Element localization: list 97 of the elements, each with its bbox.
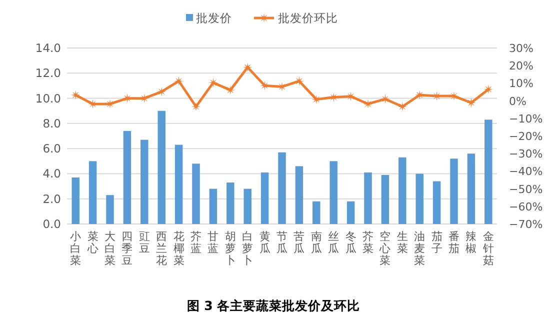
x-tick-label: 大白菜 (104, 230, 116, 267)
point (277, 82, 287, 92)
point (466, 98, 476, 108)
bar (450, 158, 458, 224)
point (88, 99, 98, 109)
bar (330, 161, 338, 224)
point (140, 94, 150, 104)
bar (467, 154, 476, 224)
x-tick-label: 花椰菜 (173, 230, 184, 267)
point (70, 90, 80, 100)
bar (381, 174, 390, 224)
point (191, 102, 201, 112)
bar (226, 182, 234, 224)
bar (484, 120, 492, 224)
point (312, 94, 322, 104)
x-tick-label: 菜心 (86, 230, 98, 255)
x-tick-label: 甘蓝 (208, 230, 219, 255)
x-tick-label: 豇豆 (138, 230, 150, 255)
x-tick-label: 冬瓜 (345, 230, 356, 255)
x-tick-label: 小白菜 (70, 230, 82, 267)
x-tick-label: 丝瓜 (328, 230, 340, 255)
y-tick-label: 8.0 (42, 116, 61, 130)
y-tick-label: 10.0 (35, 91, 61, 106)
x-tick-label: 茄子 (431, 230, 442, 255)
point (174, 76, 184, 86)
bar (88, 161, 97, 224)
y2-tick-label: 30% (509, 42, 534, 55)
bar (398, 157, 406, 224)
bar (364, 172, 372, 224)
x-tick-label: 空心菜 (378, 230, 391, 267)
y2-tick-label: −40% (509, 165, 543, 178)
text: 图 3 各主要蔬菜批发价及环比 (186, 298, 360, 313)
bar (123, 130, 132, 224)
x-tick-label: 苦瓜 (294, 230, 305, 255)
point (328, 92, 338, 102)
x-tick-label: 胡萝卜 (224, 230, 236, 267)
y2-tick-label: −10% (509, 112, 543, 126)
bar (416, 174, 424, 224)
bar (432, 181, 441, 224)
x-tick-label: 白萝卜 (242, 230, 254, 267)
bar (244, 188, 252, 224)
bar (106, 195, 114, 224)
bar (346, 201, 355, 224)
bar (278, 152, 286, 224)
legend-label: 批发价 (196, 11, 232, 25)
point (242, 62, 252, 72)
point (208, 78, 218, 88)
legend-label: 批发价环比 (278, 11, 338, 25)
point (346, 92, 356, 102)
x-tick-label: 芥蓝 (190, 230, 202, 255)
y2-tick-label: −70% (509, 218, 543, 231)
bar (174, 144, 183, 224)
point (105, 99, 115, 109)
y-tick-label: 14.0 (35, 41, 61, 55)
y-tick-label: 4.0 (42, 166, 61, 181)
bar (192, 164, 200, 224)
bar (295, 166, 304, 224)
y2-tick-label: 0% (509, 94, 526, 108)
point (414, 90, 424, 100)
y2-tick-label: −20% (509, 130, 543, 143)
x-tick-label: 番茄 (448, 230, 460, 255)
y-tick-label: 12.0 (35, 66, 61, 80)
x-tick-label: 南瓜 (310, 230, 322, 255)
bar (140, 140, 148, 224)
y2-tick-label: 20% (509, 60, 534, 73)
point (380, 94, 390, 104)
x-tick-label: 辣椒 (466, 230, 477, 255)
y-tick-label: 6.0 (42, 142, 61, 156)
point (432, 91, 442, 101)
bar (260, 172, 269, 224)
y2-tick-label: 10% (509, 77, 534, 90)
point (484, 84, 494, 94)
point (226, 85, 236, 95)
y2-tick-label: −30% (509, 148, 543, 161)
point (260, 80, 270, 90)
bar (312, 201, 320, 224)
y2-tick-label: −50% (509, 182, 543, 196)
point (363, 99, 373, 109)
y-tick-label: 0.0 (42, 217, 61, 231)
point (156, 86, 166, 96)
y-tick-label: 2.0 (42, 192, 61, 206)
point (122, 94, 132, 104)
y2-tick-label: −60% (509, 200, 543, 214)
bar (209, 188, 218, 224)
x-tick-label: 西兰花 (156, 230, 168, 267)
x-tick-label: 生菜 (396, 230, 408, 255)
bar (158, 110, 166, 224)
point (398, 102, 408, 112)
bar (72, 177, 80, 224)
x-tick-label: 四季豆 (122, 230, 133, 267)
point (294, 76, 304, 86)
x-tick-label: 芥菜 (362, 230, 374, 255)
point (449, 91, 459, 101)
x-tick-label: 节瓜 (276, 230, 288, 255)
x-tick-label: 油麦菜 (414, 230, 426, 267)
x-tick-label: 金针菇 (482, 230, 494, 267)
x-tick-label: 黄瓜 (259, 230, 270, 255)
